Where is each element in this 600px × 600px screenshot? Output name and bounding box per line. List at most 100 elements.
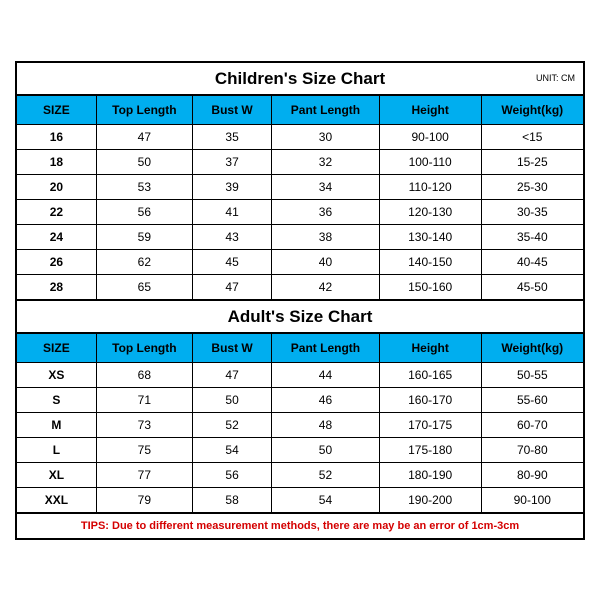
table-cell: 77 bbox=[96, 462, 192, 487]
table-cell: 44 bbox=[272, 362, 380, 387]
adult-table: SIZETop LengthBust WPant LengthHeightWei… bbox=[17, 333, 583, 513]
table-cell: 35-40 bbox=[481, 224, 583, 249]
table-cell: 58 bbox=[192, 487, 271, 512]
table-cell: 120-130 bbox=[379, 199, 481, 224]
table-cell: 26 bbox=[17, 249, 96, 274]
col-header: Top Length bbox=[96, 333, 192, 362]
table-cell: 52 bbox=[192, 412, 271, 437]
table-cell: 41 bbox=[192, 199, 271, 224]
col-header: Weight(kg) bbox=[481, 333, 583, 362]
table-cell: 50 bbox=[192, 387, 271, 412]
col-header: Height bbox=[379, 333, 481, 362]
table-cell: 60-70 bbox=[481, 412, 583, 437]
table-row: XL775652180-19080-90 bbox=[17, 462, 583, 487]
table-cell: L bbox=[17, 437, 96, 462]
table-cell: 37 bbox=[192, 149, 271, 174]
table-cell: 40-45 bbox=[481, 249, 583, 274]
table-cell: 54 bbox=[192, 437, 271, 462]
table-cell: S bbox=[17, 387, 96, 412]
col-header: Weight(kg) bbox=[481, 95, 583, 124]
table-cell: 45 bbox=[192, 249, 271, 274]
table-cell: 90-100 bbox=[379, 124, 481, 149]
table-cell: 59 bbox=[96, 224, 192, 249]
col-header: Pant Length bbox=[272, 333, 380, 362]
table-cell: 100-110 bbox=[379, 149, 481, 174]
table-cell: 190-200 bbox=[379, 487, 481, 512]
table-cell: 80-90 bbox=[481, 462, 583, 487]
table-cell: 28 bbox=[17, 274, 96, 299]
table-cell: XS bbox=[17, 362, 96, 387]
table-cell: 47 bbox=[192, 362, 271, 387]
table-row: 28654742150-16045-50 bbox=[17, 274, 583, 299]
table-cell: 36 bbox=[272, 199, 380, 224]
table-cell: 16 bbox=[17, 124, 96, 149]
col-header: SIZE bbox=[17, 333, 96, 362]
unit-label: UNIT: CM bbox=[536, 73, 575, 83]
table-cell: XL bbox=[17, 462, 96, 487]
table-cell: 22 bbox=[17, 199, 96, 224]
table-cell: 20 bbox=[17, 174, 96, 199]
table-cell: 30-35 bbox=[481, 199, 583, 224]
table-cell: 140-150 bbox=[379, 249, 481, 274]
table-cell: 75 bbox=[96, 437, 192, 462]
table-row: 26624540140-15040-45 bbox=[17, 249, 583, 274]
table-cell: 62 bbox=[96, 249, 192, 274]
children-title: Children's Size Chart bbox=[215, 69, 385, 88]
table-cell: M bbox=[17, 412, 96, 437]
table-row: M735248170-17560-70 bbox=[17, 412, 583, 437]
table-row: 22564136120-13030-35 bbox=[17, 199, 583, 224]
table-row: 1647353090-100<15 bbox=[17, 124, 583, 149]
col-header: SIZE bbox=[17, 95, 96, 124]
table-cell: 65 bbox=[96, 274, 192, 299]
col-header: Height bbox=[379, 95, 481, 124]
table-cell: 52 bbox=[272, 462, 380, 487]
table-cell: 175-180 bbox=[379, 437, 481, 462]
table-cell: 46 bbox=[272, 387, 380, 412]
table-cell: 54 bbox=[272, 487, 380, 512]
table-cell: 79 bbox=[96, 487, 192, 512]
table-cell: 47 bbox=[96, 124, 192, 149]
table-cell: 160-170 bbox=[379, 387, 481, 412]
table-cell: 71 bbox=[96, 387, 192, 412]
table-cell: 55-60 bbox=[481, 387, 583, 412]
table-cell: 42 bbox=[272, 274, 380, 299]
table-cell: 45-50 bbox=[481, 274, 583, 299]
table-row: L755450175-18070-80 bbox=[17, 437, 583, 462]
table-cell: 38 bbox=[272, 224, 380, 249]
table-row: 18503732100-11015-25 bbox=[17, 149, 583, 174]
table-cell: 39 bbox=[192, 174, 271, 199]
table-row: 20533934110-12025-30 bbox=[17, 174, 583, 199]
table-cell: 56 bbox=[96, 199, 192, 224]
col-header: Bust W bbox=[192, 333, 271, 362]
table-cell: <15 bbox=[481, 124, 583, 149]
adult-title-bar: Adult's Size Chart bbox=[17, 300, 583, 333]
adult-tbody: XS684744160-16550-55S715046160-17055-60M… bbox=[17, 362, 583, 512]
table-row: XS684744160-16550-55 bbox=[17, 362, 583, 387]
table-cell: 50 bbox=[272, 437, 380, 462]
size-chart-frame: Children's Size Chart UNIT: CM SIZETop L… bbox=[15, 61, 585, 540]
adult-title: Adult's Size Chart bbox=[228, 307, 373, 326]
col-header: Bust W bbox=[192, 95, 271, 124]
table-cell: 30 bbox=[272, 124, 380, 149]
table-cell: 68 bbox=[96, 362, 192, 387]
children-title-bar: Children's Size Chart UNIT: CM bbox=[17, 63, 583, 95]
table-cell: 170-175 bbox=[379, 412, 481, 437]
adult-header-row: SIZETop LengthBust WPant LengthHeightWei… bbox=[17, 333, 583, 362]
table-cell: 50 bbox=[96, 149, 192, 174]
children-header-row: SIZETop LengthBust WPant LengthHeightWei… bbox=[17, 95, 583, 124]
children-table: SIZETop LengthBust WPant LengthHeightWei… bbox=[17, 95, 583, 300]
table-cell: 24 bbox=[17, 224, 96, 249]
table-cell: 180-190 bbox=[379, 462, 481, 487]
table-cell: 56 bbox=[192, 462, 271, 487]
table-cell: 43 bbox=[192, 224, 271, 249]
table-cell: 34 bbox=[272, 174, 380, 199]
table-cell: 70-80 bbox=[481, 437, 583, 462]
col-header: Pant Length bbox=[272, 95, 380, 124]
table-cell: 25-30 bbox=[481, 174, 583, 199]
table-cell: 50-55 bbox=[481, 362, 583, 387]
table-row: 24594338130-14035-40 bbox=[17, 224, 583, 249]
table-cell: 47 bbox=[192, 274, 271, 299]
table-cell: 40 bbox=[272, 249, 380, 274]
table-cell: 53 bbox=[96, 174, 192, 199]
table-cell: 18 bbox=[17, 149, 96, 174]
